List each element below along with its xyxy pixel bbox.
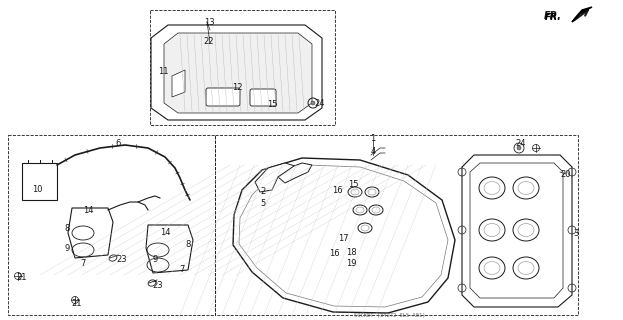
Text: 21: 21	[72, 299, 82, 308]
Polygon shape	[151, 25, 322, 120]
FancyBboxPatch shape	[250, 89, 276, 106]
Polygon shape	[172, 70, 185, 97]
Text: 19: 19	[346, 259, 356, 268]
Text: 12: 12	[232, 83, 242, 92]
Text: 18: 18	[346, 247, 356, 257]
Text: 1: 1	[371, 133, 376, 142]
Text: 4: 4	[371, 147, 376, 156]
Text: 21: 21	[17, 274, 27, 283]
Text: 7: 7	[80, 260, 86, 268]
Bar	[22, 163, 57, 200]
Text: 11: 11	[158, 67, 168, 76]
Polygon shape	[164, 33, 312, 113]
Text: 24: 24	[516, 139, 526, 148]
Polygon shape	[278, 163, 312, 183]
Polygon shape	[233, 158, 455, 313]
Text: 8: 8	[64, 223, 70, 233]
Text: 23: 23	[153, 281, 163, 290]
Text: FR.: FR.	[544, 11, 562, 21]
Text: 16: 16	[331, 186, 342, 195]
Polygon shape	[572, 7, 592, 22]
Text: 6: 6	[115, 139, 121, 148]
Text: SOCKET (34272-SL5-A01): SOCKET (34272-SL5-A01)	[354, 313, 426, 318]
Circle shape	[311, 101, 315, 105]
Bar	[215, 135, 578, 315]
Text: 8: 8	[185, 239, 191, 249]
Bar	[150, 10, 335, 125]
Text: 15: 15	[267, 100, 277, 108]
Text: 24: 24	[315, 99, 325, 108]
Text: 15: 15	[348, 180, 358, 188]
Text: 9: 9	[153, 255, 158, 265]
Text: 23: 23	[117, 255, 127, 265]
Polygon shape	[255, 163, 295, 192]
Text: 10: 10	[32, 185, 42, 194]
Text: 9: 9	[64, 244, 70, 252]
Text: 13: 13	[204, 18, 214, 27]
Text: 3: 3	[573, 228, 579, 237]
Text: 2: 2	[260, 187, 265, 196]
Text: 5: 5	[260, 198, 265, 207]
Text: 22: 22	[204, 36, 214, 45]
Text: 16: 16	[329, 250, 340, 259]
Polygon shape	[146, 225, 193, 273]
Circle shape	[517, 146, 521, 150]
Text: 14: 14	[159, 228, 170, 236]
Bar	[8, 135, 215, 315]
Polygon shape	[462, 155, 572, 307]
FancyBboxPatch shape	[206, 88, 240, 106]
Text: FR.: FR.	[545, 12, 561, 21]
Text: 17: 17	[338, 234, 348, 243]
Text: 20: 20	[561, 170, 571, 179]
Text: 7: 7	[179, 266, 184, 275]
Text: 14: 14	[83, 205, 93, 214]
Polygon shape	[68, 208, 113, 258]
